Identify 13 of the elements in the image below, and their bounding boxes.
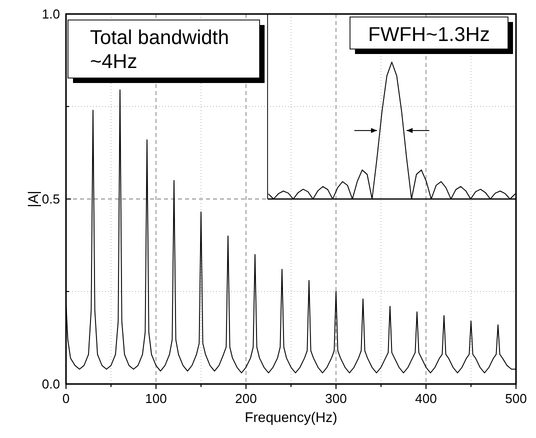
x-axis-title: Frequency(Hz) <box>244 409 338 425</box>
x-tick-label: 100 <box>145 391 167 406</box>
y-tick-label: 0.5 <box>42 192 60 206</box>
x-tick-label: 500 <box>505 391 527 406</box>
x-tick-label: 200 <box>235 391 257 406</box>
x-tick-label: 300 <box>325 391 347 406</box>
y-tick-label: 0.0 <box>42 376 60 392</box>
annotation: Total bandwidth ~4Hz <box>90 27 229 73</box>
x-tick-label: 0 <box>62 391 70 406</box>
y-axis-title: |A| <box>25 190 41 208</box>
x-tick-label: 400 <box>415 391 437 406</box>
chart-title: FWFH~1.3Hz <box>368 24 490 46</box>
y-tick-label: 1.0 <box>42 6 60 22</box>
